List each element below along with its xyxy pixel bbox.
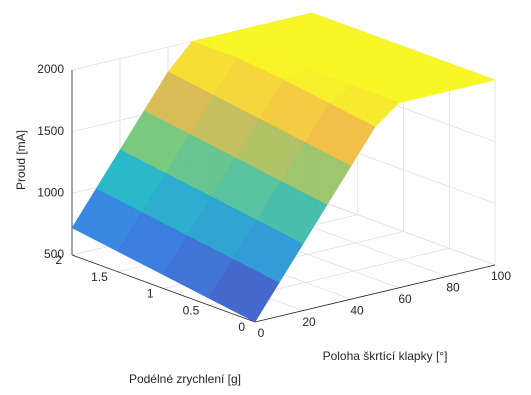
axis-line bbox=[254, 264, 496, 323]
y-tick-label: 1 bbox=[147, 287, 154, 301]
z-tick-label: 2000 bbox=[37, 62, 64, 76]
y-tick-label: 0 bbox=[238, 320, 245, 334]
y-tick-label: 2 bbox=[55, 253, 62, 267]
x-tick-label: 80 bbox=[446, 281, 460, 295]
x-tick-label: 0 bbox=[258, 326, 265, 340]
axis-line bbox=[71, 254, 256, 323]
x-axis-label: Poloha škrtící klapky [°] bbox=[323, 349, 448, 363]
x-tick-label: 60 bbox=[398, 292, 412, 306]
y-tick-label: 1.5 bbox=[91, 270, 108, 284]
z-axis-label: Proud [mA] bbox=[14, 130, 28, 190]
z-tick-label: 1000 bbox=[37, 186, 64, 200]
grid-line bbox=[311, 197, 496, 266]
y-axis-label: Podélné zrychlení [g] bbox=[129, 372, 241, 386]
x-tick-label: 40 bbox=[350, 303, 364, 317]
surface-patch bbox=[208, 259, 280, 323]
x-tick-label: 100 bbox=[491, 269, 511, 283]
y-tick-label: 0.5 bbox=[183, 303, 200, 317]
z-tick-label: 1500 bbox=[37, 124, 64, 138]
z-tick-label: 500 bbox=[44, 247, 64, 261]
x-tick-label: 20 bbox=[302, 315, 316, 329]
